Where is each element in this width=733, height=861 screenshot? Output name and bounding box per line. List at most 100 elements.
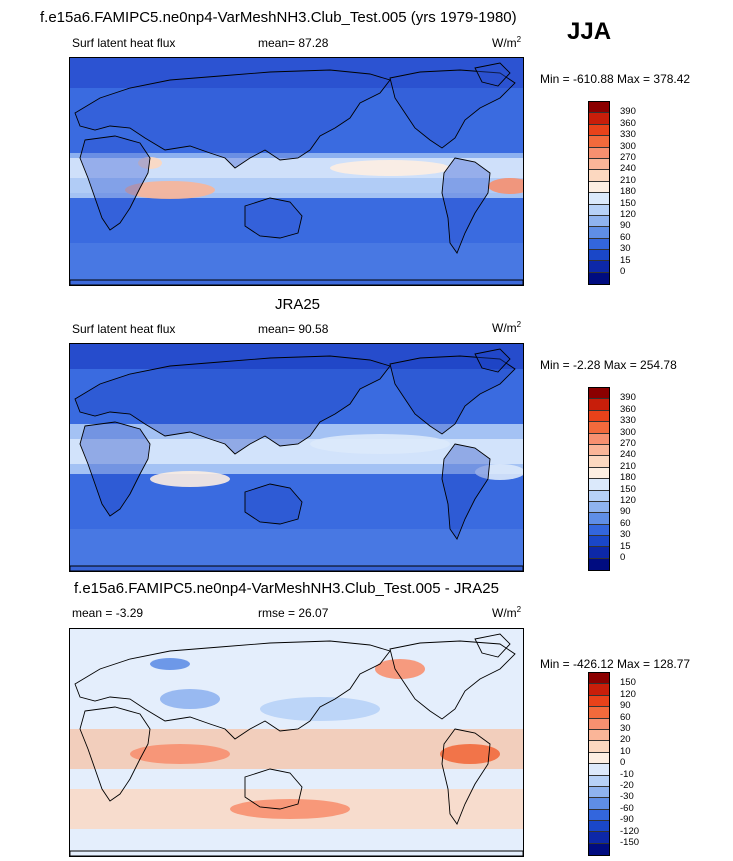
coastline (79, 706, 151, 802)
colorbar-swatch (589, 741, 609, 753)
colorbar-swatch (589, 158, 609, 171)
field-anomaly (330, 160, 450, 176)
colorbar-tick-label: 15 (620, 254, 631, 266)
colorbar-swatch (589, 456, 609, 468)
colorbar-swatch (589, 272, 609, 285)
panel2-units: W/m2 (492, 320, 522, 335)
colorbar-tick-label: 20 (620, 734, 631, 746)
colorbar-tick-label: 150 (620, 483, 636, 495)
colorbar-tick-label: 15 (620, 540, 631, 552)
colorbar-swatch (589, 729, 609, 742)
field-anomaly (150, 471, 230, 487)
coastline (441, 157, 491, 254)
colorbar-swatch (589, 809, 609, 822)
colorbar-tick-label: 90 (620, 220, 631, 232)
field-anomaly (125, 181, 215, 199)
colorbar-swatch (589, 410, 609, 423)
colorbar-swatch (589, 136, 609, 148)
colorbar-tick-label: 120 (620, 209, 636, 220)
colorbar-tick-label: 30 (620, 723, 631, 734)
colorbar-tick-label: 60 (620, 711, 631, 723)
colorbar-swatch (589, 695, 609, 708)
coastline (79, 421, 151, 517)
colorbar-tick-label: 360 (620, 403, 636, 415)
colorbar-swatch (589, 490, 609, 502)
coastline (441, 728, 491, 825)
colorbar-tick-label: 60 (620, 517, 631, 529)
colorbar-swatch (589, 433, 609, 445)
panel2-map (69, 343, 524, 572)
colorbar-tick-label: -90 (620, 814, 634, 826)
field-band (70, 529, 523, 571)
colorbar-swatch (589, 786, 609, 799)
colorbar-tick-label: 390 (620, 392, 636, 404)
field-anomaly (488, 178, 523, 194)
coastline (244, 197, 303, 239)
panel1-minmax: Min = -610.88 Max = 378.42 (540, 72, 691, 86)
colorbar-tick-label: -20 (620, 780, 634, 791)
colorbar-swatch (589, 547, 609, 559)
colorbar-tick-label: 330 (620, 129, 636, 141)
colorbar-tick-label: 120 (620, 688, 636, 700)
colorbar-tick-label: 180 (620, 472, 636, 484)
panel1-mean: mean= 87.28 (258, 36, 329, 50)
season-label: JJA (567, 18, 612, 45)
colorbar-swatch (589, 422, 609, 434)
panel3-units: W/m2 (492, 605, 522, 620)
colorbar-swatch (589, 684, 609, 696)
colorbar-swatch (589, 102, 609, 114)
colorbar-swatch (589, 764, 609, 776)
panel1-map (69, 57, 524, 286)
colorbar-swatch (589, 718, 609, 730)
colorbar-tick-label: 300 (620, 140, 636, 152)
colorbar-swatch (589, 707, 609, 719)
colorbar-tick-label: 30 (620, 243, 631, 255)
colorbar-tick-label: 300 (620, 426, 636, 438)
colorbar-tick-label: 390 (620, 106, 636, 118)
colorbar-tick-label: 90 (620, 700, 631, 712)
field-anomaly (130, 744, 230, 764)
colorbar-swatch (589, 673, 609, 685)
field-anomaly (475, 464, 523, 480)
colorbar-swatch (589, 388, 609, 400)
colorbar-swatch (589, 501, 609, 514)
field-anomaly (440, 744, 500, 764)
colorbar-swatch (589, 536, 609, 548)
field-band (70, 58, 523, 88)
colorbar-swatch (589, 775, 609, 787)
coastline (70, 565, 523, 571)
colorbar-swatch (589, 399, 609, 411)
colorbar-tick-label: 360 (620, 117, 636, 129)
coastline (74, 69, 391, 169)
colorbar-swatch (589, 147, 609, 159)
colorbar-swatch (589, 250, 609, 262)
coastline (389, 355, 516, 435)
colorbar-tick-label: 60 (620, 231, 631, 243)
colorbar-swatch (589, 238, 609, 251)
colorbar-swatch (589, 752, 609, 765)
colorbar-swatch (589, 821, 609, 833)
colorbar-swatch (589, 479, 609, 491)
field-anomaly (160, 689, 220, 709)
coastline (70, 850, 523, 856)
colorbar-tick-label: 330 (620, 415, 636, 427)
colorbar-tick-label: 150 (620, 197, 636, 209)
colorbar-swatch (589, 467, 609, 480)
colorbar-swatch (589, 513, 609, 525)
colorbar-swatch (589, 832, 609, 844)
coastline (244, 483, 303, 525)
panel2-colorbar (588, 387, 610, 572)
colorbar-swatch (589, 204, 609, 216)
colorbar-tick-label: -10 (620, 768, 634, 780)
colorbar-swatch (589, 227, 609, 239)
coastline (79, 135, 151, 231)
colorbar-tick-label: 210 (620, 460, 636, 472)
coastline (441, 443, 491, 540)
panel1-left-label: Surf latent heat flux (72, 36, 176, 50)
colorbar-tick-label: 210 (620, 174, 636, 186)
colorbar-tick-label: 120 (620, 495, 636, 506)
coastline (474, 348, 511, 373)
coastline (474, 633, 511, 658)
panel3-rmse: rmse = 26.07 (258, 606, 329, 620)
colorbar-swatch (589, 170, 609, 182)
